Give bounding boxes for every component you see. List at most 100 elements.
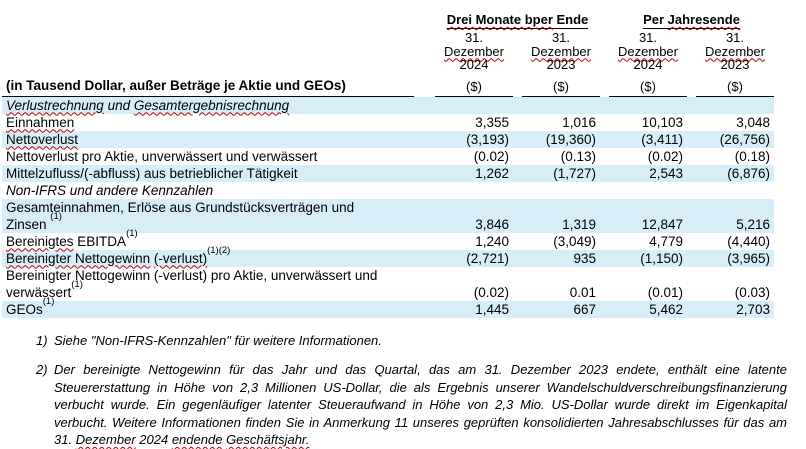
value-cell: (0.18)	[734, 148, 770, 164]
unit-header: ($)	[600, 79, 687, 97]
unit-label: ($)	[522, 79, 600, 97]
row-label: Verlustrechnung und Gesamtergebnisrechnu…	[2, 97, 414, 114]
date-header-q-2023: 31. Dezember 2023	[513, 31, 600, 72]
value-cell: (4,440)	[727, 233, 770, 249]
value-cell: 4,779	[649, 233, 683, 249]
value-cell: (0.03)	[734, 284, 770, 300]
row-label: GEOs(1)	[2, 297, 414, 318]
table-row-bereinigtes-ebitda: Bereinigtes EBITDA(1) 1,240 (3,049) 4,77…	[2, 229, 774, 250]
value-cell: 2,543	[649, 165, 683, 181]
value-cell: 1,240	[475, 233, 509, 249]
value-cell: 1,262	[475, 165, 509, 181]
date-line: 31. Dezember	[435, 31, 513, 58]
row-label: Bereinigtes EBITDA(1)	[2, 229, 414, 250]
row-label-text: Verlustrechnung	[6, 97, 104, 113]
value-cell: 1,016	[562, 114, 596, 130]
value-cell: (3,411)	[641, 131, 683, 147]
value-cell	[426, 182, 513, 199]
date-year: 2024	[459, 57, 489, 72]
row-label: Nettoverlust pro Aktie, unverwässert und…	[6, 148, 318, 164]
value-cell: (19,360)	[545, 131, 596, 147]
unit-header: ($)	[687, 79, 774, 97]
date-day: 31.	[551, 30, 571, 45]
value-cell: 935	[573, 250, 596, 266]
row-label-line2: verwässert(1)	[6, 280, 414, 301]
row-label-text: Zinsen	[6, 216, 51, 232]
table-row-nettoverlust-pro-aktie: Nettoverlust pro Aktie, unverwässert und…	[2, 148, 774, 165]
value-cell: 12,847	[641, 216, 683, 232]
row-label-text: Gesamtergebnisrechnung	[133, 97, 290, 113]
value-cell: (1,727)	[553, 165, 596, 181]
period-group-year-label: Per Jahresende	[643, 12, 740, 29]
row-label-text: Bereinigter Nettogewinn	[6, 250, 151, 266]
value-cell: (0.02)	[473, 284, 509, 300]
value-cell: 10,103	[641, 114, 683, 130]
table-row-bereinigter-nettogewinn: Bereinigter Nettogewinn (-verlust)(1)(2)…	[2, 246, 774, 267]
row-label-text: EBITDA	[73, 233, 127, 249]
row-label-text: GEOs	[6, 301, 43, 317]
date-day: 31.	[464, 30, 484, 45]
row-label-text: Bereinigtes	[6, 233, 74, 249]
value-cell: (3,049)	[553, 233, 596, 249]
row-label-line1: Gesamteinnahmen, Erlöse aus Grundstücksv…	[6, 199, 355, 215]
period-group-quarter-text-rest: Ende	[552, 12, 589, 27]
row-label: Non-IFRS und andere Kennzahlen	[6, 182, 214, 198]
period-group-quarter: Drei Monate bper Ende	[426, 12, 600, 29]
footnote-marker: 1)	[36, 332, 48, 348]
table-row-section-verlustrechnung: Verlustrechnung und Gesamtergebnisrechnu…	[2, 96, 774, 114]
table-row-geos: GEOs(1) 1,445 667 5,462 2,703	[2, 297, 774, 318]
footnote-ref: (1)	[50, 211, 62, 222]
unit-header: ($)	[513, 79, 600, 97]
value-cell	[513, 97, 600, 114]
value-cell: (0.01)	[647, 284, 683, 300]
footnote-text-sq: Geschäftsjahr.	[226, 432, 310, 447]
row-label-text: Einnahmen	[6, 114, 75, 130]
footnote-marker: 2)	[36, 362, 48, 377]
date-month: Dezember	[705, 43, 765, 59]
value-cell	[687, 97, 774, 114]
header-spacer	[2, 31, 426, 72]
date-year: 2023	[546, 57, 576, 72]
footnote-2: 2) Der bereinigte Nettogewinn für das Ja…	[36, 361, 806, 449]
date-line: 31. Dezember	[522, 31, 600, 58]
date-header-y-2024: 31. Dezember 2024	[600, 31, 687, 72]
date-header-y-2023: 31. Dezember 2023	[687, 31, 774, 72]
table-row-nettoverlust: Nettoverlust (3,193) (19,360) (3,411) (2…	[2, 130, 774, 148]
date-day: 31.	[725, 30, 745, 45]
row-label-line2: Zinsen (1)	[6, 212, 414, 233]
footnote-text-main: Der bereinigte Nettogewinn für das Jahr …	[54, 362, 787, 447]
row-label: Nettoverlust	[2, 131, 414, 148]
date-header-q-2024: 31. Dezember 2024	[426, 31, 513, 72]
value-cell	[600, 182, 687, 199]
caption-unit-row: (in Tausend Dollar, außer Beträge je Akt…	[2, 78, 774, 97]
value-cell: (6,876)	[727, 165, 770, 181]
row-label-line1: Bereinigter Nettogewinn (-verlust) pro A…	[6, 267, 378, 283]
table-caption: (in Tausend Dollar, außer Beträge je Akt…	[2, 78, 414, 97]
row-label-text: (-verlust)	[153, 250, 208, 266]
value-cell: 3,355	[475, 114, 509, 130]
row-label: Einnahmen	[2, 114, 414, 131]
footnote-ref: (1)(2)	[207, 245, 231, 256]
date-day: 31.	[638, 30, 658, 45]
value-cell: (3,193)	[466, 131, 509, 147]
table-row-bereinigter-nettogewinn-pro-aktie: Bereinigter Nettogewinn (-verlust) pro A…	[2, 267, 774, 301]
date-month: Dezember	[531, 43, 591, 59]
period-group-header-row: Drei Monate bper Ende Per Jahresende	[2, 12, 774, 29]
value-cell: 5,462	[649, 301, 683, 317]
value-cell	[600, 97, 687, 114]
row-label-text: Nettoverlust	[6, 131, 79, 147]
footnote-text-main: 2024	[135, 432, 172, 447]
value-cell: (0.13)	[560, 148, 596, 164]
value-cell	[687, 182, 774, 199]
footnote-text-sq: Dezember	[75, 432, 136, 447]
date-line: 31. Dezember	[609, 31, 687, 58]
value-cell: (2,721)	[466, 250, 509, 266]
table-row-mittelzufluss: Mittelzufluss/(-abfluss) aus betrieblich…	[2, 164, 774, 182]
row-label: Gesamteinnahmen, Erlöse aus Grundstücksv…	[2, 199, 414, 233]
value-cell: 1,319	[562, 216, 596, 232]
table-row-einnahmen: Einnahmen 3,355 1,016 10,103 3,048	[2, 114, 774, 131]
value-cell: (1,150)	[640, 250, 683, 266]
value-cell	[513, 182, 600, 199]
value-cell: (0.02)	[647, 148, 683, 164]
footnote-text: Siehe "Non-IFRS-Kennzahlen" für weitere …	[54, 332, 382, 348]
